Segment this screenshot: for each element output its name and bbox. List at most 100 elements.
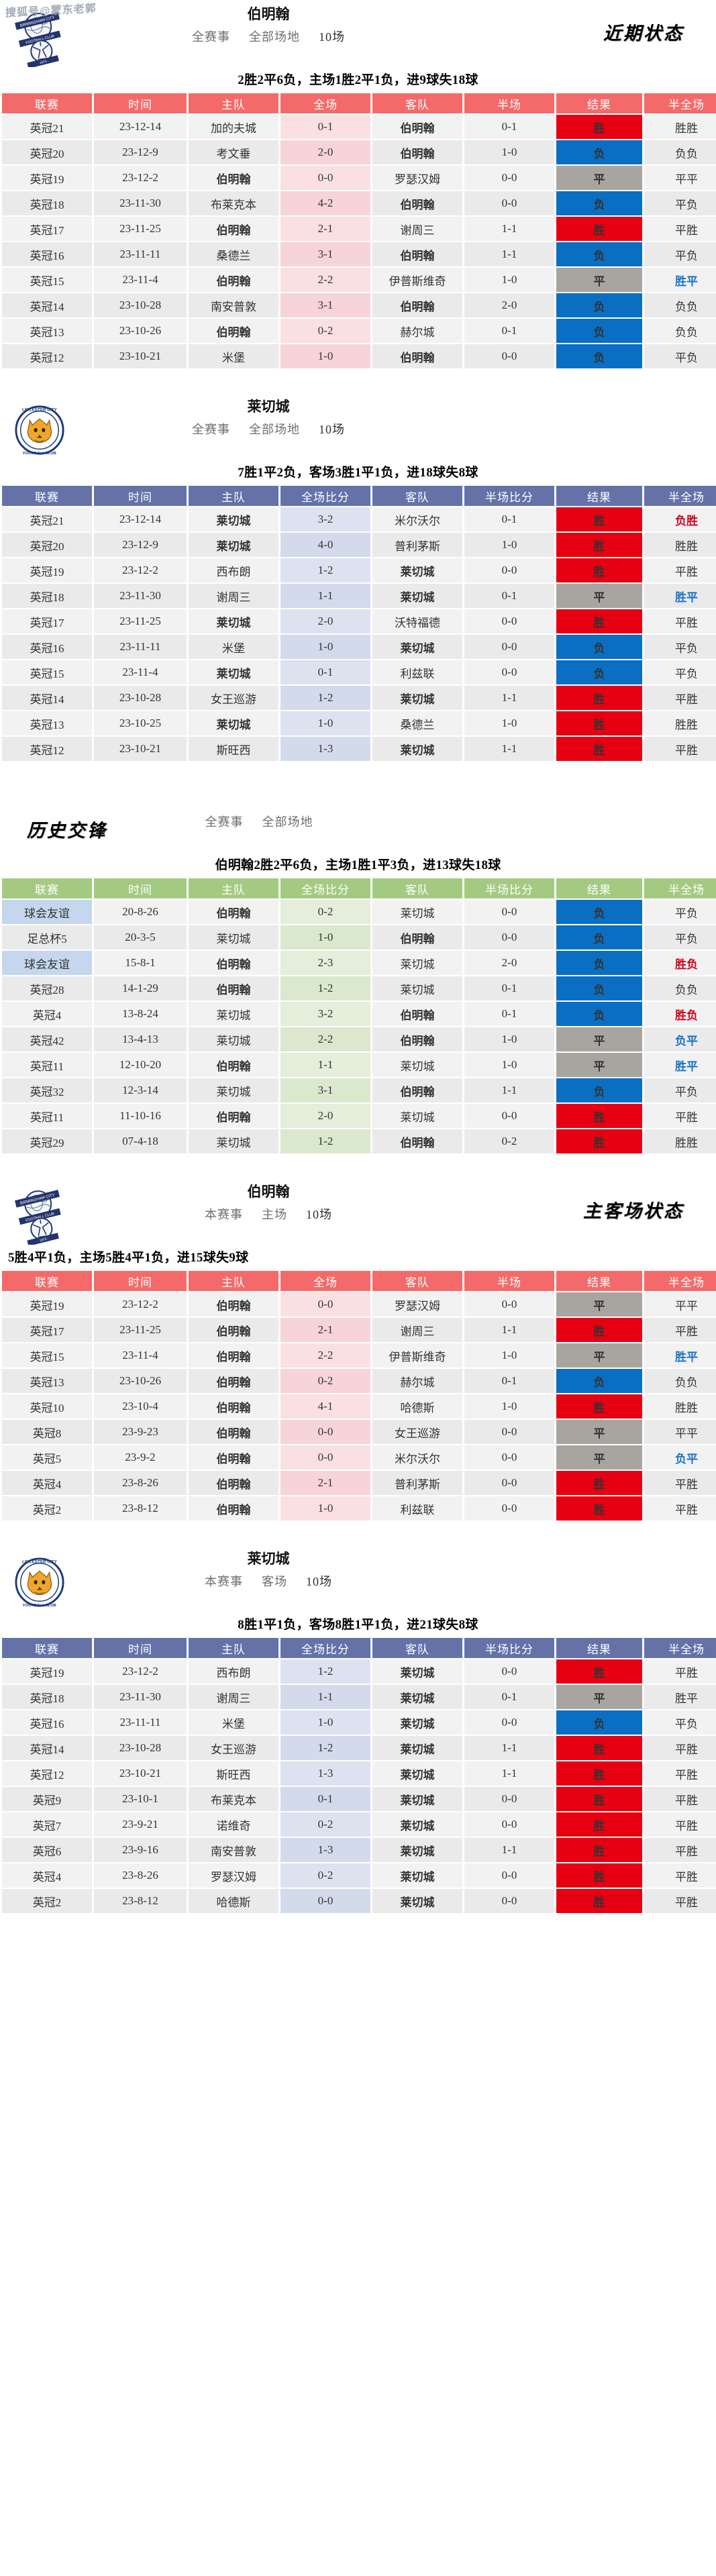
column-header-score[interactable]: 全场比分 [280, 486, 370, 506]
table-row[interactable]: 英冠5 23-9-2 伯明翰 0-0 米尔沃尔 0-0 平负平 [2, 1445, 716, 1470]
table-row[interactable]: 英冠17 23-11-25 伯明翰 2-1 谢周三 1-1 胜平胜 [2, 217, 716, 241]
table-row[interactable]: 英冠2 23-8-12 哈德斯 0-0 莱切城 0-0 胜平胜 [2, 1889, 716, 1913]
table-row[interactable]: 英冠14 23-10-28 女王巡游 1-2 莱切城 1-1 胜平胜 [2, 686, 716, 710]
table-row[interactable]: 英冠4 13-8-24 莱切城 3-2 伯明翰 0-1 负胜负 [2, 1002, 716, 1026]
table-row[interactable]: 英冠17 23-11-25 莱切城 2-0 沃特福德 0-0 胜平胜 [2, 609, 716, 633]
table-row[interactable]: 英冠15 23-11-4 莱切城 0-1 利兹联 0-0 负平负 [2, 660, 716, 684]
column-header-half[interactable]: 半场比分 [464, 1638, 554, 1658]
table-row[interactable]: 球会友谊 20-8-26 伯明翰 0-2 莱切城 0-0 负平负 [2, 900, 716, 924]
table-row[interactable]: 英冠42 13-4-13 莱切城 2-2 伯明翰 1-0 平负平 [2, 1027, 716, 1051]
column-header-home[interactable]: 主队 [189, 878, 278, 898]
column-header-league[interactable]: 联赛 [2, 878, 92, 898]
table-row[interactable]: 英冠20 23-12-9 莱切城 4-0 普利茅斯 1-0 胜胜胜 [2, 533, 716, 557]
column-header-half[interactable]: 半场比分 [464, 486, 554, 506]
column-header-league[interactable]: 联赛 [2, 1271, 92, 1291]
filter-venue[interactable]: 主场 [262, 1208, 287, 1222]
column-header-league[interactable]: 联赛 [2, 1638, 92, 1658]
column-header-away[interactable]: 客队 [372, 1271, 462, 1291]
filter-games[interactable]: 10场 [319, 423, 345, 437]
column-header-score[interactable]: 全场比分 [280, 878, 370, 898]
column-header-result[interactable]: 结果 [556, 93, 642, 113]
column-header-halffull[interactable]: 半全场 [644, 486, 716, 506]
column-header-result[interactable]: 结果 [556, 1638, 642, 1658]
column-header-time[interactable]: 时间 [94, 1638, 187, 1658]
column-header-league[interactable]: 联赛 [2, 486, 92, 506]
table-row[interactable]: 英冠17 23-11-25 伯明翰 2-1 谢周三 1-1 胜平胜 [2, 1318, 716, 1342]
table-row[interactable]: 英冠12 23-10-21 斯旺西 1-3 莱切城 1-1 胜平胜 [2, 1761, 716, 1786]
table-row[interactable]: 英冠19 23-12-2 西布朗 1-2 莱切城 0-0 胜平胜 [2, 1659, 716, 1684]
column-header-half[interactable]: 半场 [464, 1271, 554, 1291]
table-row[interactable]: 英冠12 23-10-21 米堡 1-0 伯明翰 0-0 负平负 [2, 344, 716, 368]
table-row[interactable]: 英冠18 23-11-30 谢周三 1-1 莱切城 0-1 平胜平 [2, 584, 716, 608]
table-row[interactable]: 英冠9 23-10-1 布莱克本 0-1 莱切城 0-0 胜平胜 [2, 1787, 716, 1811]
table-row[interactable]: 球会友谊 15-8-1 伯明翰 2-3 莱切城 2-0 负胜负 [2, 951, 716, 975]
table-row[interactable]: 英冠21 23-12-14 加的夫城 0-1 伯明翰 0-1 胜胜胜 [2, 115, 716, 139]
table-row[interactable]: 英冠10 23-10-4 伯明翰 4-1 哈德斯 1-0 胜胜胜 [2, 1394, 716, 1419]
table-row[interactable]: 英冠8 23-9-23 伯明翰 0-0 女王巡游 0-0 平平平 [2, 1420, 716, 1444]
column-header-time[interactable]: 时间 [94, 1271, 187, 1291]
column-header-away[interactable]: 客队 [372, 486, 462, 506]
column-header-halffull[interactable]: 半全场 [644, 1638, 716, 1658]
table-row[interactable]: 足总杯5 20-3-5 莱切城 1-0 伯明翰 0-0 负平负 [2, 925, 716, 949]
column-header-half[interactable]: 半场比分 [464, 878, 554, 898]
column-header-score[interactable]: 全场比分 [280, 1638, 370, 1658]
table-row[interactable]: 英冠13 23-10-26 伯明翰 0-2 赫尔城 0-1 负负负 [2, 1369, 716, 1393]
column-header-home[interactable]: 主队 [189, 486, 278, 506]
table-row[interactable]: 英冠11 11-10-16 伯明翰 2-0 莱切城 0-0 胜平胜 [2, 1104, 716, 1128]
table-row[interactable]: 英冠28 14-1-29 伯明翰 1-2 莱切城 0-1 负负负 [2, 976, 716, 1000]
column-header-time[interactable]: 时间 [94, 878, 187, 898]
column-header-result[interactable]: 结果 [556, 1271, 642, 1291]
table-row[interactable]: 英冠4 23-8-26 伯明翰 2-1 普利茅斯 0-0 胜平胜 [2, 1471, 716, 1495]
column-header-time[interactable]: 时间 [94, 486, 187, 506]
column-header-result[interactable]: 结果 [556, 486, 642, 506]
table-row[interactable]: 英冠13 23-10-26 伯明翰 0-2 赫尔城 0-1 负负负 [2, 319, 716, 343]
table-row[interactable]: 英冠7 23-9-21 诺维奇 0-2 莱切城 0-0 胜平胜 [2, 1812, 716, 1837]
table-row[interactable]: 英冠14 23-10-28 女王巡游 1-2 莱切城 1-1 胜平胜 [2, 1736, 716, 1760]
filter-event[interactable]: 全赛事 [205, 815, 244, 829]
filter-venue[interactable]: 全部场地 [249, 423, 300, 437]
column-header-away[interactable]: 客队 [372, 93, 462, 113]
table-row[interactable]: 英冠4 23-8-26 罗瑟汉姆 0-2 莱切城 0-0 胜平胜 [2, 1863, 716, 1888]
column-header-home[interactable]: 主队 [189, 1271, 278, 1291]
table-row[interactable]: 英冠16 23-11-11 米堡 1-0 莱切城 0-0 负平负 [2, 635, 716, 659]
column-header-league[interactable]: 联赛 [2, 93, 92, 113]
filter-venue[interactable]: 全部场地 [249, 30, 300, 44]
table-row[interactable]: 英冠18 23-11-30 谢周三 1-1 莱切城 0-1 平胜平 [2, 1685, 716, 1709]
filter-event[interactable]: 本赛事 [205, 1208, 243, 1222]
column-header-halffull[interactable]: 半全场 [644, 878, 716, 898]
table-row[interactable]: 英冠19 23-12-2 伯明翰 0-0 罗瑟汉姆 0-0 平平平 [2, 1292, 716, 1317]
table-row[interactable]: 英冠13 23-10-25 莱切城 1-0 桑德兰 1-0 胜胜胜 [2, 711, 716, 735]
filter-games[interactable]: 10场 [319, 30, 345, 44]
column-header-home[interactable]: 主队 [189, 1638, 278, 1658]
column-header-halffull[interactable]: 半全场 [644, 93, 716, 113]
table-row[interactable]: 英冠29 07-4-18 莱切城 1-2 伯明翰 0-2 胜胜胜 [2, 1129, 716, 1153]
column-header-time[interactable]: 时间 [94, 93, 187, 113]
table-row[interactable]: 英冠16 23-11-11 米堡 1-0 莱切城 0-0 负平负 [2, 1710, 716, 1735]
table-row[interactable]: 英冠18 23-11-30 布莱克本 4-2 伯明翰 0-0 负平负 [2, 191, 716, 215]
filter-games[interactable]: 10场 [306, 1575, 332, 1589]
table-row[interactable]: 英冠19 23-12-2 伯明翰 0-0 罗瑟汉姆 0-0 平平平 [2, 166, 716, 190]
filter-event[interactable]: 全赛事 [192, 423, 230, 437]
table-row[interactable]: 英冠20 23-12-9 考文垂 2-0 伯明翰 1-0 负负负 [2, 140, 716, 164]
table-row[interactable]: 英冠15 23-11-4 伯明翰 2-2 伊普斯维奇 1-0 平胜平 [2, 1343, 716, 1368]
filter-event[interactable]: 本赛事 [205, 1575, 243, 1589]
column-header-score[interactable]: 全场 [280, 1271, 370, 1291]
column-header-away[interactable]: 客队 [372, 1638, 462, 1658]
filter-venue[interactable]: 客场 [262, 1575, 287, 1589]
column-header-away[interactable]: 客队 [372, 878, 462, 898]
table-row[interactable]: 英冠6 23-9-16 南安普敦 1-3 莱切城 1-1 胜平胜 [2, 1838, 716, 1862]
column-header-score[interactable]: 全场 [280, 93, 370, 113]
table-row[interactable]: 英冠15 23-11-4 伯明翰 2-2 伊普斯维奇 1-0 平胜平 [2, 268, 716, 292]
column-header-result[interactable]: 结果 [556, 878, 642, 898]
filter-venue[interactable]: 全部场地 [262, 815, 313, 829]
column-header-halffull[interactable]: 半全场 [644, 1271, 716, 1291]
table-row[interactable]: 英冠16 23-11-11 桑德兰 3-1 伯明翰 1-1 负平负 [2, 242, 716, 266]
table-row[interactable]: 英冠12 23-10-21 斯旺西 1-3 莱切城 1-1 胜平胜 [2, 737, 716, 761]
table-row[interactable]: 英冠11 12-10-20 伯明翰 1-1 莱切城 1-0 平胜平 [2, 1053, 716, 1077]
filter-event[interactable]: 全赛事 [192, 30, 230, 44]
column-header-home[interactable]: 主队 [189, 93, 278, 113]
column-header-half[interactable]: 半场 [464, 93, 554, 113]
table-row[interactable]: 英冠14 23-10-28 南安普敦 3-1 伯明翰 2-0 负负负 [2, 293, 716, 317]
filter-games[interactable]: 10场 [306, 1208, 332, 1222]
table-row[interactable]: 英冠21 23-12-14 莱切城 3-2 米尔沃尔 0-1 胜负胜 [2, 507, 716, 531]
